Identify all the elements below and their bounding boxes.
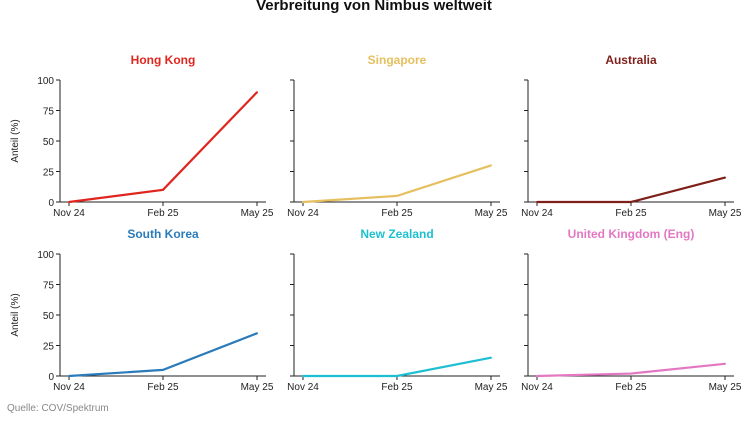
x-tick-label: Feb 25 xyxy=(381,382,413,393)
source-note: Quelle: COV/Spektrum xyxy=(7,403,109,414)
x-tick-label: Nov 24 xyxy=(287,382,319,393)
y-tick-label: 25 xyxy=(43,342,55,353)
x-tick-label: Nov 24 xyxy=(53,208,85,219)
y-tick-label: 100 xyxy=(37,76,54,87)
x-tick-label: Nov 24 xyxy=(53,382,85,393)
data-point xyxy=(490,164,492,167)
x-tick-label: Feb 25 xyxy=(615,382,647,393)
y-tick-label: 0 xyxy=(48,372,54,383)
y-tick-label: 25 xyxy=(43,168,55,179)
x-tick-label: Feb 25 xyxy=(147,208,179,219)
y-axis-label: Anteil (%) xyxy=(10,119,21,162)
data-point xyxy=(536,201,538,203)
data-point xyxy=(162,188,164,191)
x-tick-label: Feb 25 xyxy=(615,208,647,219)
data-point xyxy=(630,201,632,203)
data-point xyxy=(302,375,304,377)
series-line xyxy=(303,356,492,378)
data-point xyxy=(490,356,492,359)
data-point xyxy=(302,201,304,203)
x-tick-label: May 25 xyxy=(241,208,274,219)
y-tick-label: 100 xyxy=(37,250,54,261)
y-axis-label: Anteil (%) xyxy=(10,293,21,336)
panel-title: Hong Kong xyxy=(131,53,196,67)
panel-title: South Korea xyxy=(127,227,199,241)
data-point xyxy=(630,372,632,375)
data-point xyxy=(162,368,164,371)
panel-title: United Kingdom (Eng) xyxy=(568,227,695,241)
panel-new-zealand: New Zealand Nov 24 Feb 25 May 25 xyxy=(287,227,508,393)
y-tick-label: 0 xyxy=(48,198,54,209)
series-line xyxy=(537,176,726,204)
y-tick-label: 75 xyxy=(43,281,55,292)
data-point xyxy=(68,375,70,377)
x-tick-label: May 25 xyxy=(709,208,742,219)
x-tick-label: May 25 xyxy=(475,382,508,393)
x-tick-label: Feb 25 xyxy=(381,208,413,219)
panel-title: Singapore xyxy=(368,53,427,67)
panel-united-kingdom-eng-: United Kingdom (Eng) Nov 24 Feb 25 May 25 xyxy=(521,227,742,393)
panel-singapore: Singapore Nov 24 Feb 25 May 25 xyxy=(287,53,508,219)
y-tick-label: 50 xyxy=(43,137,55,148)
x-tick-label: Nov 24 xyxy=(521,382,553,393)
data-point xyxy=(536,375,538,377)
x-tick-label: May 25 xyxy=(241,382,274,393)
series-line xyxy=(68,91,258,204)
x-tick-label: Nov 24 xyxy=(287,208,319,219)
data-point xyxy=(724,176,726,179)
panel-australia: Australia Nov 24 Feb 25 May 25 xyxy=(521,53,742,219)
figure-title: Verbreitung von Nimbus weltweit xyxy=(256,0,492,14)
data-point xyxy=(68,201,70,203)
panel-hong-kong: Hong Kong 0 25 50 75 100 Nov 24 Feb 25 May 25 Ant… xyxy=(10,53,274,219)
data-point xyxy=(256,91,258,94)
x-tick-label: Nov 24 xyxy=(521,208,553,219)
x-tick-label: Feb 25 xyxy=(147,382,179,393)
y-tick-label: 50 xyxy=(43,311,55,322)
y-tick-label: 75 xyxy=(43,107,55,118)
x-tick-label: May 25 xyxy=(709,382,742,393)
data-point xyxy=(396,375,398,377)
data-point xyxy=(396,194,398,197)
panel-south-korea: South Korea 0 25 50 75 100 Nov 24 Feb 25 May 25 A… xyxy=(10,227,274,393)
x-tick-label: May 25 xyxy=(475,208,508,219)
panel-title: Australia xyxy=(605,53,657,67)
data-point xyxy=(256,332,258,335)
data-point xyxy=(724,362,726,365)
panel-title: New Zealand xyxy=(360,227,433,241)
